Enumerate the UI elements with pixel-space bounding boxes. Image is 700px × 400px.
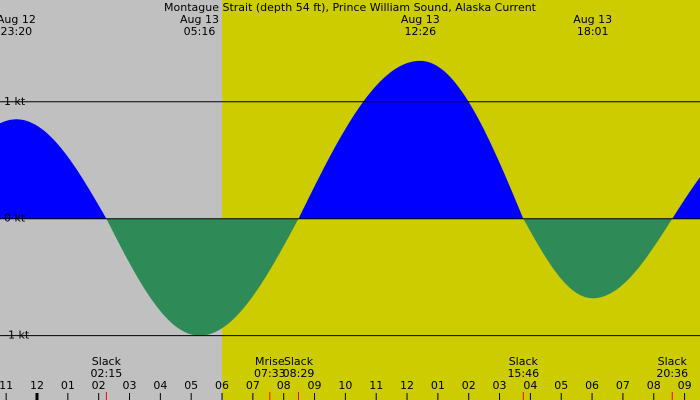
x-tick-label: 07 <box>246 379 260 392</box>
event-time: 15:46 <box>507 367 539 380</box>
x-tick-label: 05 <box>554 379 568 392</box>
flood-area <box>298 60 524 219</box>
event-label: Slack <box>509 355 539 368</box>
event-time: 20:36 <box>656 367 688 380</box>
x-tick-label: 07 <box>616 379 630 392</box>
extreme-date: Aug 12 <box>0 13 36 26</box>
event-label: Slack <box>284 355 314 368</box>
y-tick-label: -1 kt <box>4 329 30 342</box>
x-tick-label: 10 <box>338 379 352 392</box>
x-tick-label: 08 <box>647 379 661 392</box>
event-time: 07:33 <box>254 367 286 380</box>
x-tick-label: 08 <box>277 379 291 392</box>
x-tick-label: 06 <box>585 379 599 392</box>
extreme-time: 18:01 <box>577 25 609 38</box>
extreme-date: Aug 13 <box>573 13 612 26</box>
extreme-time: 12:26 <box>404 25 436 38</box>
x-tick-label: 03 <box>493 379 507 392</box>
event-label: Slack <box>92 355 122 368</box>
y-tick-label: 0 kt <box>4 212 26 225</box>
x-tick-label: 03 <box>123 379 137 392</box>
flood-area <box>0 119 107 219</box>
event-time: 02:15 <box>91 367 123 380</box>
flood-area <box>672 177 700 219</box>
event-time: 08:29 <box>283 367 315 380</box>
x-tick-label: 12 <box>30 379 44 392</box>
extreme-date: Aug 13 <box>180 13 219 26</box>
x-tick-label: 06 <box>215 379 229 392</box>
x-tick-label: 12 <box>400 379 414 392</box>
x-tick-label: 09 <box>678 379 692 392</box>
x-tick-label: 04 <box>153 379 167 392</box>
ebb-area <box>523 218 673 299</box>
x-tick-label: 04 <box>523 379 537 392</box>
x-tick-label: 02 <box>92 379 106 392</box>
x-tick-label: 02 <box>462 379 476 392</box>
ebb-area <box>106 218 299 336</box>
x-tick-label: 05 <box>184 379 198 392</box>
extreme-time: 23:20 <box>0 25 32 38</box>
y-tick-label: 1 kt <box>4 95 26 108</box>
extreme-time: 05:16 <box>184 25 216 38</box>
x-tick-label: 01 <box>61 379 75 392</box>
chart-title: Montague Strait (depth 54 ft), Prince Wi… <box>164 1 537 14</box>
extreme-date: Aug 13 <box>401 13 440 26</box>
event-label: Mrise <box>255 355 285 368</box>
x-tick-label: 09 <box>308 379 322 392</box>
event-label: Slack <box>658 355 688 368</box>
x-tick-label: 01 <box>431 379 445 392</box>
x-tick-label: 11 <box>369 379 383 392</box>
plot <box>0 60 700 336</box>
x-tick-label: 11 <box>0 379 13 392</box>
